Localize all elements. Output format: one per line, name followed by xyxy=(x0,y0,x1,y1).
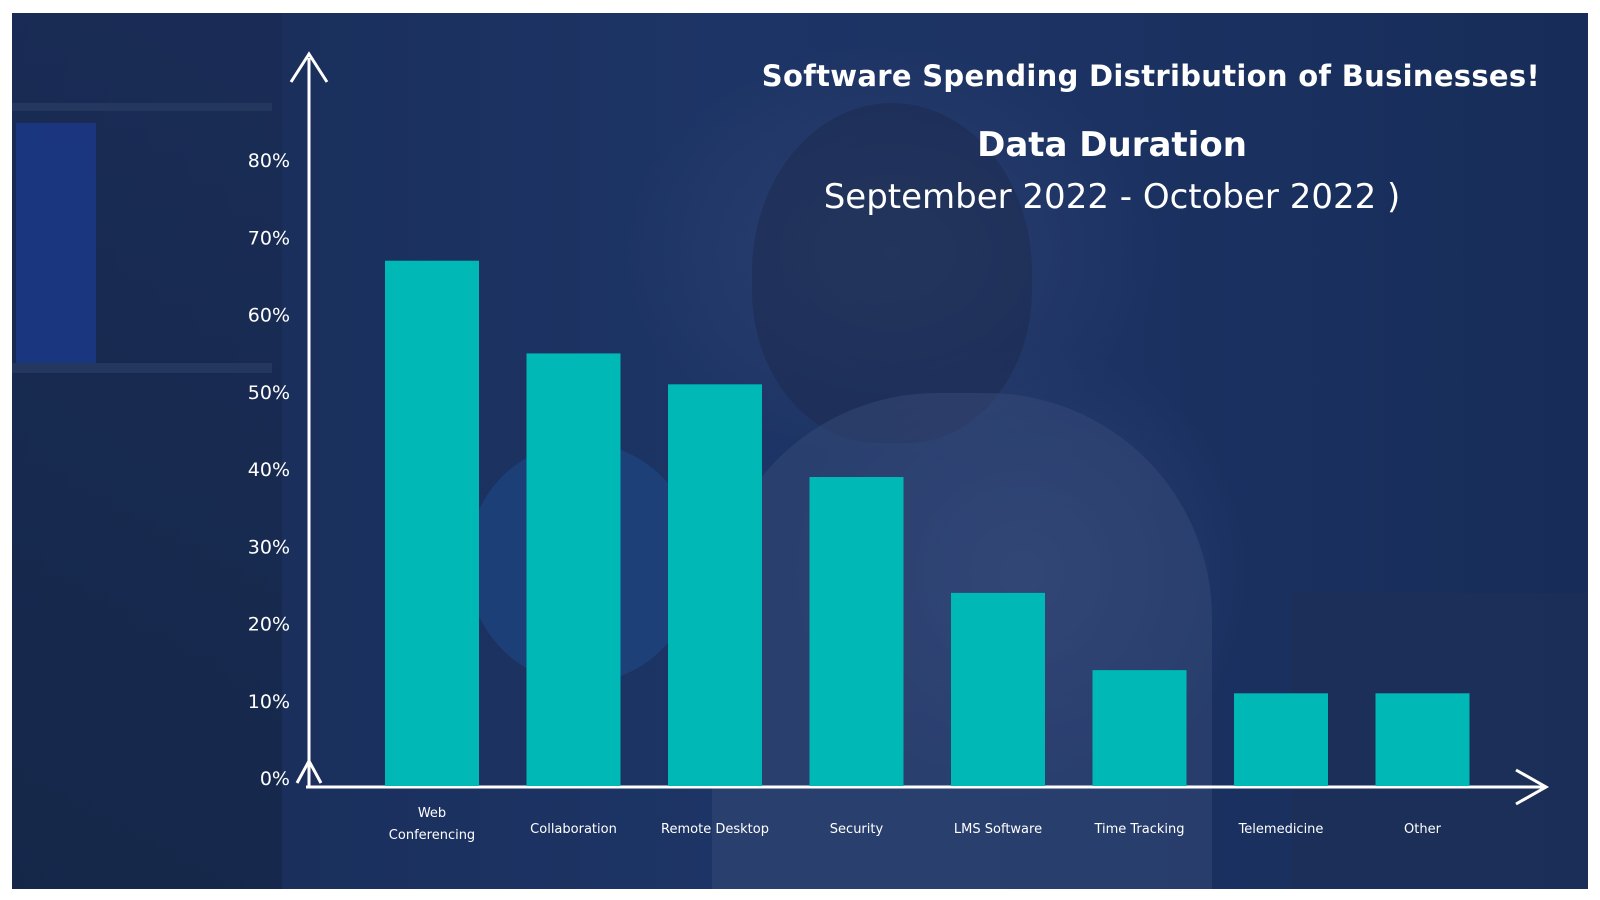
x-tick-label: Other xyxy=(1404,822,1442,837)
y-tick-label: 10% xyxy=(248,691,290,713)
chart-axes xyxy=(289,51,1550,806)
bar xyxy=(1092,670,1187,786)
bar xyxy=(668,384,762,786)
bar xyxy=(1375,693,1470,786)
x-tick-label: Telemedicine xyxy=(1238,822,1324,837)
x-tick-label: LMS Software xyxy=(954,822,1042,837)
y-tick-label: 80% xyxy=(248,150,290,172)
y-axis-arrow xyxy=(289,51,329,83)
bar xyxy=(809,477,904,786)
bar xyxy=(526,353,621,786)
y-tick-label: 40% xyxy=(248,459,290,481)
x-tick-label: Security xyxy=(830,822,884,837)
y-tick-label: 50% xyxy=(248,382,290,404)
x-tick-label: Collaboration xyxy=(530,822,617,837)
bar xyxy=(385,260,479,786)
chart-subtitle-dates: September 2022 - October 2022 ) xyxy=(823,177,1401,217)
y-tick-labels: 0% 10% 20% 30% 40% 50% 60% 70% 80% xyxy=(248,150,290,790)
x-axis-arrow xyxy=(1515,768,1550,806)
x-tick-label: Web xyxy=(418,806,446,821)
x-tick-label: Remote Desktop xyxy=(661,822,769,837)
y-tick-label: 0% xyxy=(260,768,290,790)
chart-title: Software Spending Distribution of Busine… xyxy=(761,59,1540,93)
x-tick-label: Time Tracking xyxy=(1093,822,1184,837)
y-tick-label: 60% xyxy=(248,305,290,327)
bar xyxy=(951,592,1045,786)
x-tick-label: Conferencing xyxy=(389,828,475,843)
x-tick-labels: Web Conferencing Collaboration Remote Deskt… xyxy=(389,806,1442,843)
bars xyxy=(385,260,1470,786)
chart-subtitle-heading: Data Duration xyxy=(977,125,1247,165)
bar xyxy=(1234,693,1328,786)
y-tick-label: 20% xyxy=(248,614,290,636)
y-tick-label: 70% xyxy=(248,227,290,249)
y-tick-label: 30% xyxy=(248,536,290,558)
origin-caret xyxy=(295,757,323,784)
